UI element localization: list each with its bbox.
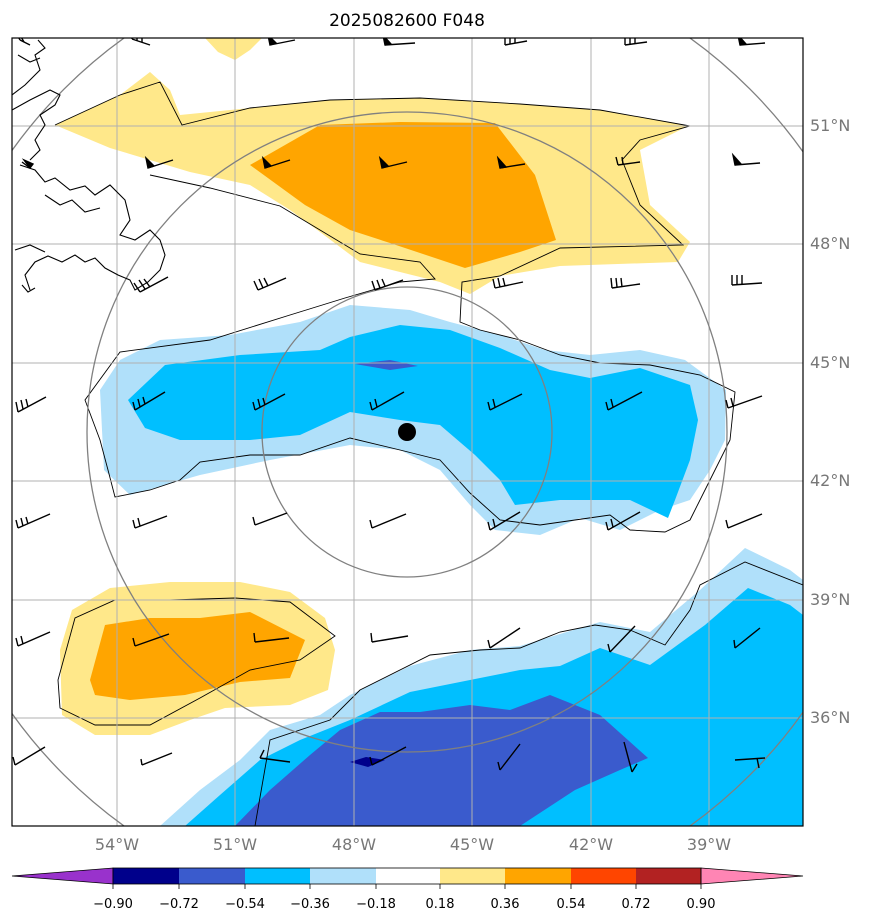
colorbar-segment [310, 868, 376, 884]
wind-barb [725, 395, 763, 409]
lat-label: 36°N [810, 708, 850, 727]
colorbar-label: 0.36 [491, 897, 520, 912]
wind-barb [21, 158, 35, 170]
wind-barb [382, 38, 416, 46]
wind-barb [369, 746, 407, 766]
coastline [12, 39, 166, 293]
colorbar-segment [179, 868, 245, 884]
wind-barb [487, 511, 521, 531]
colorbar-segment [571, 868, 636, 884]
wind-barb [252, 512, 288, 526]
lon-label: 51°W [213, 835, 257, 854]
longitude-labels: 54°W 51°W 48°W 45°W 42°W 39°W [95, 835, 731, 854]
wind-barb [369, 391, 405, 411]
colorbar: −0.90 −0.72 −0.54 −0.36 −0.18 0.18 0.36 … [11, 867, 804, 912]
negative-anomaly-central-blue [128, 325, 698, 518]
map-title: 2025082600 F048 [329, 11, 485, 31]
wind-barb [615, 156, 641, 166]
lon-label: 39°W [687, 835, 731, 854]
lon-label: 54°W [95, 835, 139, 854]
wind-barb [132, 633, 170, 647]
wind-barb [15, 631, 51, 647]
wind-barb [378, 155, 408, 169]
wind-barb [252, 393, 286, 411]
wind-barb [133, 276, 169, 293]
colorbar-label: −0.18 [356, 897, 396, 912]
wind-barb [492, 277, 524, 289]
lon-label: 48°W [332, 835, 376, 854]
wind-barb [132, 515, 168, 529]
colorbar-label: −0.36 [290, 897, 330, 912]
wind-barb [144, 155, 174, 169]
colorbar-border [112, 867, 702, 885]
wind-barb [261, 155, 291, 169]
lat-label: 48°N [810, 234, 850, 253]
lon-label: 42°W [569, 835, 613, 854]
lat-label: 39°N [810, 590, 850, 609]
wind-barb [371, 278, 404, 291]
wind-barb [504, 38, 528, 46]
colorbar-segment [376, 868, 440, 884]
colorbar-segment [636, 868, 701, 884]
positive-anomaly-southwest-orange [90, 612, 305, 700]
wind-barb [731, 275, 763, 286]
wind-barb [253, 277, 287, 291]
colorbar-label: 0.72 [622, 897, 651, 912]
lat-label: 45°N [810, 353, 850, 372]
wind-barb [370, 632, 409, 643]
storm-center-marker [398, 423, 416, 441]
colorbar-label: −0.72 [159, 897, 199, 912]
wind-barb [737, 38, 766, 46]
wind-barb [267, 38, 296, 46]
lon-label: 45°W [450, 835, 494, 854]
wind-barb [623, 741, 638, 773]
wind-barb [12, 746, 46, 766]
wind-barb [610, 277, 641, 289]
colorbar-segment [245, 868, 310, 884]
colorbar-segment [505, 868, 571, 884]
colorbar-segment [113, 868, 179, 884]
colorbar-label: 0.54 [557, 897, 586, 912]
wind-barb [15, 396, 47, 413]
wind-barb [605, 511, 641, 531]
lat-label: 42°N [810, 471, 850, 490]
wind-barb [734, 757, 766, 769]
colorbar-label: −0.90 [93, 897, 133, 912]
wind-barb [15, 513, 51, 529]
colorbar-ticks [112, 884, 702, 889]
colorbar-segment [440, 868, 505, 884]
wind-barb [496, 155, 526, 169]
wind-barb [487, 393, 523, 411]
wind-barb [605, 391, 643, 411]
wind-barb [487, 627, 521, 649]
wind-barb [624, 38, 648, 46]
wind-barb [259, 749, 291, 763]
graticule [12, 38, 803, 826]
wind-barb [725, 513, 763, 529]
negative-anomaly-south-royal [235, 695, 648, 826]
lat-label: 51°N [810, 116, 850, 135]
map-border [11, 37, 804, 827]
wind-barb [253, 632, 290, 643]
wind-barb [733, 627, 761, 649]
wind-barb [497, 743, 521, 771]
colorbar-label: 0.90 [687, 897, 716, 912]
wind-barbs [12, 38, 766, 773]
latitude-labels: 51°N 48°N 45°N 42°N 39°N 36°N [810, 116, 850, 727]
wind-barb [132, 391, 166, 411]
wind-barb [731, 152, 761, 166]
colorbar-max-extend [700, 867, 804, 885]
wind-barb [607, 625, 636, 653]
colorbar-min-extend [11, 867, 114, 885]
colorbar-label: 0.18 [426, 897, 455, 912]
negative-anomaly-south-navy [350, 757, 385, 767]
colorbar-label: −0.54 [225, 897, 265, 912]
positive-anomaly-north-top [205, 38, 262, 60]
positive-anomaly-north-orange [250, 122, 556, 268]
wind-barb [140, 752, 173, 766]
wind-barb [369, 513, 407, 529]
